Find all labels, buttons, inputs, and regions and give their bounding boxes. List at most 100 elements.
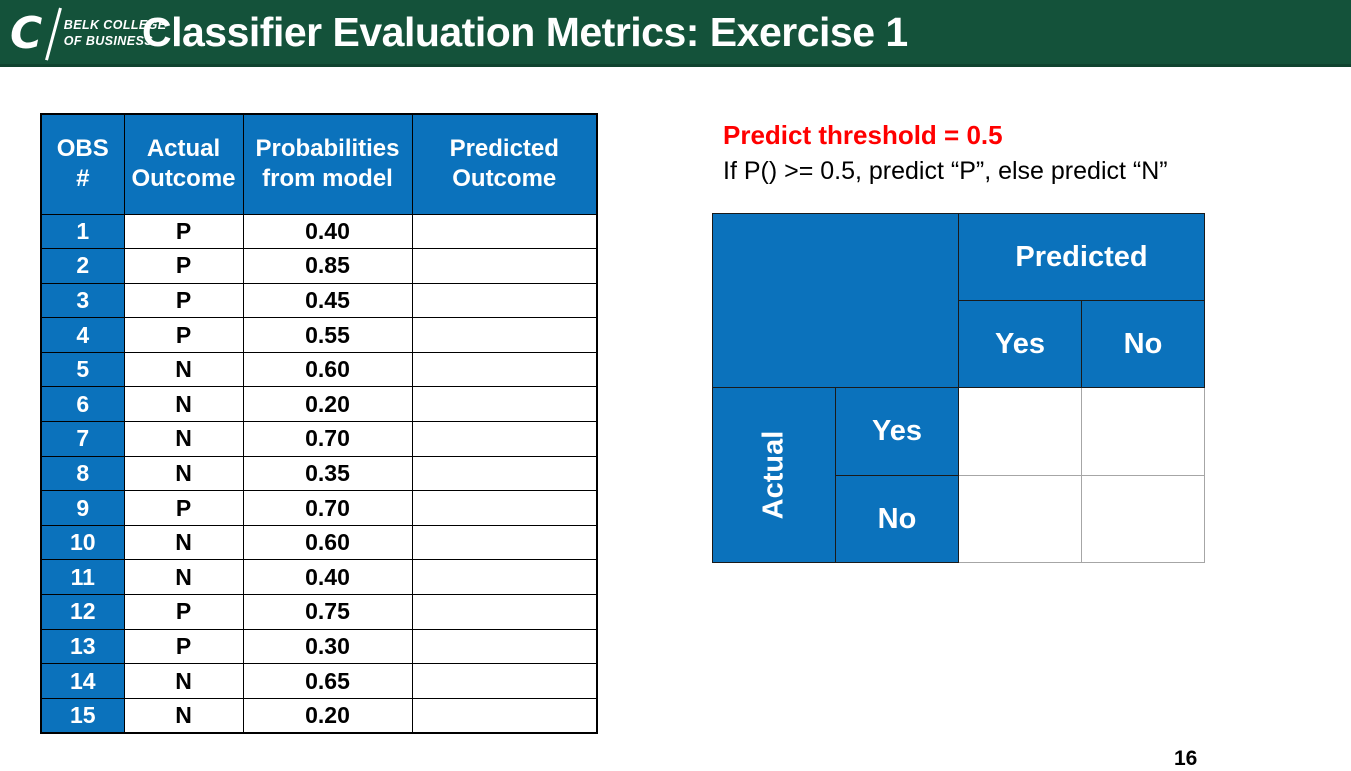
- charlotte-c-icon: C: [10, 8, 43, 59]
- col-header-predicted-outcome: Predicted Outcome: [411, 113, 598, 215]
- predicted-no-header: No: [1080, 300, 1206, 388]
- obs-number-cell: 12: [40, 594, 125, 630]
- actual-outcome-cell: N: [123, 663, 244, 699]
- probability-cell: 0.60: [242, 351, 413, 388]
- predicted-outcome-cell: [411, 524, 598, 561]
- predicted-outcome-cell: [411, 351, 598, 388]
- col-header-obs: OBS #: [40, 113, 125, 215]
- obs-number-cell: 10: [40, 524, 125, 561]
- obs-number-cell: 2: [40, 248, 125, 284]
- probability-cell: 0.35: [242, 455, 413, 492]
- university-logo: C BELK COLLEGE OF BUSINESS: [10, 0, 167, 67]
- matrix-corner-cell: [712, 213, 959, 388]
- threshold-heading: Predict threshold = 0.5: [723, 120, 1003, 150]
- col-header-pred-line2: Outcome: [452, 165, 557, 193]
- actual-outcome-cell: N: [123, 455, 244, 492]
- actual-outcome-cell: P: [123, 490, 244, 526]
- predicted-outcome-cell: [411, 663, 598, 699]
- col-header-actual-outcome: Actual Outcome: [123, 113, 244, 215]
- probability-cell: 0.70: [242, 421, 413, 457]
- matrix-cell-yes-no: [1080, 387, 1206, 476]
- probability-cell: 0.85: [242, 248, 413, 284]
- probability-cell: 0.20: [242, 386, 413, 423]
- probability-cell: 0.20: [242, 697, 413, 734]
- obs-number-cell: 8: [40, 455, 125, 492]
- actual-outcome-cell: P: [123, 594, 244, 630]
- table-row: 3 P 0.45: [40, 282, 598, 319]
- actual-outcome-cell: N: [123, 697, 244, 734]
- col-header-prob-line2: from model: [262, 165, 393, 193]
- obs-number-cell: 6: [40, 386, 125, 423]
- matrix-cell-yes-yes: [958, 387, 1082, 476]
- table-row: 11 N 0.40: [40, 559, 598, 596]
- actual-outcome-cell: N: [123, 524, 244, 561]
- table-row: 2 P 0.85: [40, 248, 598, 284]
- actual-outcome-cell: P: [123, 628, 244, 665]
- table-row: 6 N 0.20: [40, 386, 598, 423]
- page-title: Classifier Evaluation Metrics: Exercise …: [142, 9, 908, 55]
- col-header-obs-line1: OBS: [56, 135, 109, 163]
- probability-cell: 0.70: [242, 490, 413, 526]
- actual-outcome-cell: P: [123, 282, 244, 319]
- obs-number-cell: 14: [40, 663, 125, 699]
- actual-outcome-cell: P: [123, 317, 244, 353]
- slide-header: C BELK COLLEGE OF BUSINESS Classifier Ev…: [0, 0, 1351, 67]
- obs-number-cell: 3: [40, 282, 125, 319]
- probability-cell: 0.40: [242, 213, 413, 250]
- actual-axis-label: Actual: [712, 387, 836, 563]
- logo-line-2: OF BUSINESS: [63, 33, 153, 48]
- table-row: 7 N 0.70: [40, 421, 598, 457]
- col-header-actual-line2: Outcome: [131, 165, 236, 193]
- obs-number-cell: 9: [40, 490, 125, 526]
- obs-number-cell: 5: [40, 351, 125, 388]
- predicted-outcome-cell: [411, 317, 598, 353]
- matrix-cell-no-no: [1080, 475, 1206, 563]
- predicted-outcome-cell: [411, 386, 598, 423]
- predicted-outcome-cell: [411, 421, 598, 457]
- actual-outcome-cell: N: [123, 559, 244, 596]
- actual-outcome-cell: P: [123, 213, 244, 250]
- table-row: 4 P 0.55: [40, 317, 598, 353]
- predicted-outcome-cell: [411, 559, 598, 596]
- probability-cell: 0.65: [242, 663, 413, 699]
- predicted-outcome-cell: [411, 248, 598, 284]
- predicted-axis-label: Predicted: [957, 213, 1206, 301]
- page-number: 16: [1174, 747, 1198, 770]
- table-row: 9 P 0.70: [40, 490, 598, 526]
- probability-cell: 0.55: [242, 317, 413, 353]
- actual-no-header: No: [835, 475, 959, 563]
- actual-outcome-cell: P: [123, 248, 244, 284]
- predicted-outcome-cell: [411, 628, 598, 665]
- col-header-probabilities: Probabilities from model: [242, 113, 413, 215]
- obs-number-cell: 11: [40, 559, 125, 596]
- probability-cell: 0.40: [242, 559, 413, 596]
- observations-header-row: OBS # Actual Outcome Probabilities from …: [40, 113, 598, 215]
- probability-cell: 0.60: [242, 524, 413, 561]
- obs-number-cell: 7: [40, 421, 125, 457]
- table-row: 1 P 0.40: [40, 213, 598, 250]
- predicted-outcome-cell: [411, 697, 598, 734]
- obs-number-cell: 4: [40, 317, 125, 353]
- matrix-cell-no-yes: [958, 475, 1082, 563]
- col-header-pred-line1: Predicted: [449, 135, 559, 163]
- probability-cell: 0.45: [242, 282, 413, 319]
- actual-outcome-cell: N: [123, 386, 244, 423]
- logo-line-1: BELK COLLEGE: [63, 17, 167, 32]
- confusion-matrix: Predicted Yes No Actual Yes No: [712, 213, 1206, 563]
- predicted-outcome-cell: [411, 594, 598, 630]
- table-row: 10 N 0.60: [40, 524, 598, 561]
- table-row: 13 P 0.30: [40, 628, 598, 665]
- predicted-yes-header: Yes: [958, 300, 1082, 388]
- table-row: 5 N 0.60: [40, 351, 598, 388]
- col-header-actual-line1: Actual: [146, 135, 221, 163]
- actual-outcome-cell: N: [123, 351, 244, 388]
- obs-number-cell: 1: [40, 213, 125, 250]
- actual-outcome-cell: N: [123, 421, 244, 457]
- predicted-outcome-cell: [411, 282, 598, 319]
- predicted-outcome-cell: [411, 213, 598, 250]
- probability-cell: 0.75: [242, 594, 413, 630]
- col-header-prob-line1: Probabilities: [255, 135, 400, 163]
- table-row: 14 N 0.65: [40, 663, 598, 699]
- obs-number-cell: 15: [40, 697, 125, 734]
- col-header-obs-line2: #: [76, 165, 90, 193]
